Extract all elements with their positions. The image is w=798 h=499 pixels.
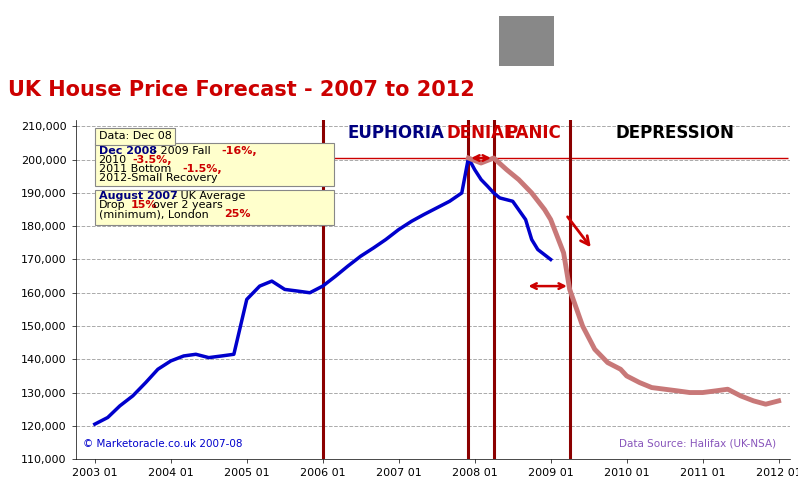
Text: -3.5%,: -3.5%, [132, 155, 172, 165]
Text: Data Source: Halifax (UK-NSA): Data Source: Halifax (UK-NSA) [618, 439, 776, 449]
Text: 2010: 2010 [99, 155, 127, 165]
Text: -1.5%,: -1.5%, [182, 164, 222, 174]
FancyBboxPatch shape [95, 143, 334, 186]
Text: over 2 years: over 2 years [153, 200, 223, 210]
Text: © Marketoracle.co.uk 2007-08: © Marketoracle.co.uk 2007-08 [83, 439, 243, 449]
Bar [500, 16, 554, 66]
Text: - UK Average: - UK Average [173, 191, 246, 201]
Text: - 2009 Fall: - 2009 Fall [153, 146, 211, 156]
Text: 2012-Small Recovery: 2012-Small Recovery [99, 173, 217, 183]
Text: UK House Price Forecast - 2007 to 2012: UK House Price Forecast - 2007 to 2012 [8, 80, 475, 100]
Text: Dec 2008: Dec 2008 [99, 146, 156, 156]
Text: 25%: 25% [224, 209, 251, 219]
Text: MarketOracle.co.uk: MarketOracle.co.uk [592, 33, 760, 49]
Text: EUPHORIA: EUPHORIA [347, 124, 444, 142]
Text: 15%: 15% [131, 200, 157, 210]
Text: Financial Markets Analysis & Forecasts: Financial Markets Analysis & Forecasts [545, 84, 746, 94]
FancyBboxPatch shape [95, 190, 334, 225]
Text: PANIC: PANIC [505, 124, 561, 142]
Text: 2011 Bottom: 2011 Bottom [99, 164, 178, 174]
Text: DEPRESSION: DEPRESSION [615, 124, 734, 142]
Text: -16%,: -16%, [222, 146, 257, 156]
Text: Drop: Drop [99, 200, 125, 210]
Text: (minimum), London: (minimum), London [99, 209, 208, 219]
Text: DENIAL: DENIAL [447, 124, 516, 142]
Text: Data: Dec 08: Data: Dec 08 [99, 131, 172, 141]
Text: August 2007: August 2007 [99, 191, 177, 201]
